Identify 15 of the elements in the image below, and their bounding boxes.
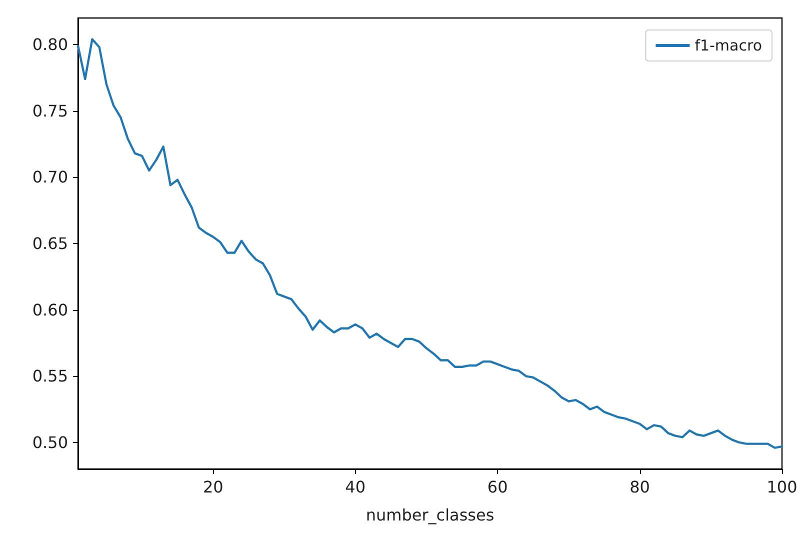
- y-tick-label: 0.55: [32, 366, 68, 386]
- x-tick-label: 60: [487, 478, 508, 496]
- y-tick-label: 0.75: [32, 101, 68, 120]
- y-tick-label: 0.50: [32, 432, 68, 452]
- y-tick-label: 0.80: [32, 35, 68, 54]
- x-tick-label: 100: [766, 478, 798, 496]
- legend-label: f1-macro: [694, 36, 762, 54]
- y-tick-label: 0.60: [32, 300, 68, 320]
- line-series: [76, 38, 784, 449]
- y-tick-label: 0.70: [32, 168, 68, 187]
- x-tick-label: 40: [345, 478, 366, 496]
- x-tick-label: 20: [202, 478, 224, 496]
- x-axis-title: number_classes: [366, 506, 494, 524]
- y-tick-label: 0.65: [32, 234, 68, 253]
- x-tick-label: 80: [630, 478, 650, 496]
